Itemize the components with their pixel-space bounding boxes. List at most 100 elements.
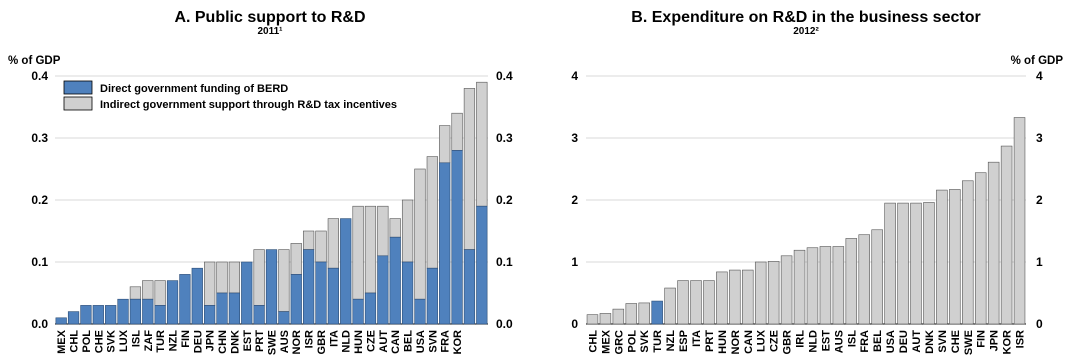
panel-b-bar [962,180,974,325]
panel-a-bar-indirect [327,218,339,269]
panel-b-bar [780,255,793,325]
panel-a-bar-direct [439,162,451,325]
panel-a-bar-direct [290,274,302,325]
panel-b-bar [871,229,883,325]
panel-a-bar-indirect [476,81,488,207]
panel-b-title: B. Expenditure on R&D in the business se… [631,9,980,26]
panel-b-ytick-left: 0 [571,317,578,331]
panel-a-bar-indirect [253,249,265,306]
panel-a-bar-direct [117,298,129,325]
panel-a-category-label: USA [415,330,427,353]
panel-b-ytick-right: 0 [1036,317,1043,331]
panel-b-ytick-left: 3 [571,131,578,145]
legend-label-direct: Direct government funding of BERD [100,83,288,95]
panel-b-category-label: CZE [769,330,781,352]
panel-a-category-label: ITA [328,330,340,347]
panel-b-ytick-left: 2 [571,193,578,207]
panel-a-bar-indirect [204,261,216,306]
panel-a-bar-direct [352,298,364,325]
panel-a-bar-direct [179,274,191,325]
panel-b-bar [677,280,689,325]
panel-a-ytick-right: 0.3 [496,131,513,145]
panel-a-bar-direct [80,305,92,325]
panel-b-bar [949,189,961,325]
panel-b-category-label: AUS [833,330,845,353]
panel-b-category-label: GBR [782,330,794,355]
panel-b-category-label: SWE [963,330,975,355]
panel-a-category-label: FRA [440,330,452,353]
panel-b-category-label: ISL [846,330,858,347]
panel-b-category-label: DEU [898,330,910,353]
panel-b-ytick-right: 4 [1036,69,1043,83]
panel-a-bar-direct [327,267,339,325]
panel-a-bar-direct [414,298,426,325]
panel-a-category-label: AUS [279,330,291,353]
panel-a-bar-direct [191,267,203,325]
panel-a-bar-direct [216,292,228,325]
panel-a-category-label: CAN [390,330,402,354]
panel-b-category-label: FRA [859,330,871,353]
panel-a-category-label: EST [242,330,254,352]
panel-b-subtitle: 2012² [793,26,819,37]
panel-a-bar-indirect [302,230,315,250]
panel-a-bar-indirect [290,243,302,275]
panel-a-category-label: CHL [69,330,81,353]
panel-a-category-label: PRT [254,330,266,352]
panel-a-bar-direct [302,249,315,325]
panel-a-bar-indirect [154,280,166,306]
panel-a-bar-indirect [426,156,438,269]
panel-a-bar-direct [401,261,414,325]
panel-a-category-label: ZAF [143,330,155,352]
panel-a-ytick-right: 0.0 [496,317,513,331]
panel-b-category-label: NLD [807,330,819,353]
panel-a-bar-direct [278,311,290,325]
panel-a-bar-direct [265,249,278,325]
panel-b-bar [586,314,599,325]
panel-a-category-label: MEX [56,329,68,354]
panel-a-category-label: HUN [353,330,365,354]
panel-a-bar-direct [204,305,216,325]
panel-a-ytick-right: 0.2 [496,193,513,207]
panel-b-bar [974,172,987,325]
panel-a-bar-indirect [352,205,364,300]
panel-b-category-label: HUN [717,330,729,354]
panel-b-bar [1013,117,1026,325]
panel-a-bar-direct [253,305,265,325]
panel-a-category-label: NZL [168,330,180,352]
panel-a-bar-direct [340,218,352,325]
panel-b-bar [987,161,1000,325]
panel-a-bar-indirect [142,280,154,300]
panel-a-ytick-left: 0.2 [31,193,48,207]
panel-b-ytick-right: 1 [1036,255,1043,269]
panel-b-category-label: AUT [911,330,923,353]
panel-b-bar [767,261,780,325]
panel-a-ytick-left: 0.3 [31,131,48,145]
panel-a-category-label: CHE [93,330,105,353]
panel-b-category-label: ISR [1015,330,1027,348]
panel-b-category-label: SVK [639,330,651,353]
panel-b-unit-label: % of GDP [1011,55,1064,67]
panel-b-bar [612,308,625,325]
panel-a-category-label: AUT [378,330,390,353]
panel-a-bar-direct [389,236,401,325]
panel-a-bar-direct [377,255,389,325]
panel-b-bar [884,202,896,325]
panel-a-bar-indirect [364,205,377,294]
panel-a-bar-direct [154,305,166,325]
panel-b-category-label: NZL [665,330,677,352]
panel-b-bar [819,246,832,325]
panel-a-bar-direct [105,305,117,325]
panel-b-category-label: MEX [600,329,612,354]
panel-a-bar-direct [129,298,142,325]
panel-a-category-label: KOR [452,330,464,355]
panel-a-bar-indirect [377,205,389,257]
panel-b-category-label: DNK [924,330,936,354]
legend-swatch-indirect [63,96,93,111]
panel-b-category-label: BEL [872,330,884,352]
panel-a-bar-direct [228,292,241,325]
panel-a-category-label: CHN [217,330,229,354]
panel-b-bar [599,313,612,325]
panel-a-category-label: LUX [118,329,130,352]
panel-a-ytick-left: 0.1 [31,255,48,269]
panel-b-category-label: FIN [976,330,988,348]
